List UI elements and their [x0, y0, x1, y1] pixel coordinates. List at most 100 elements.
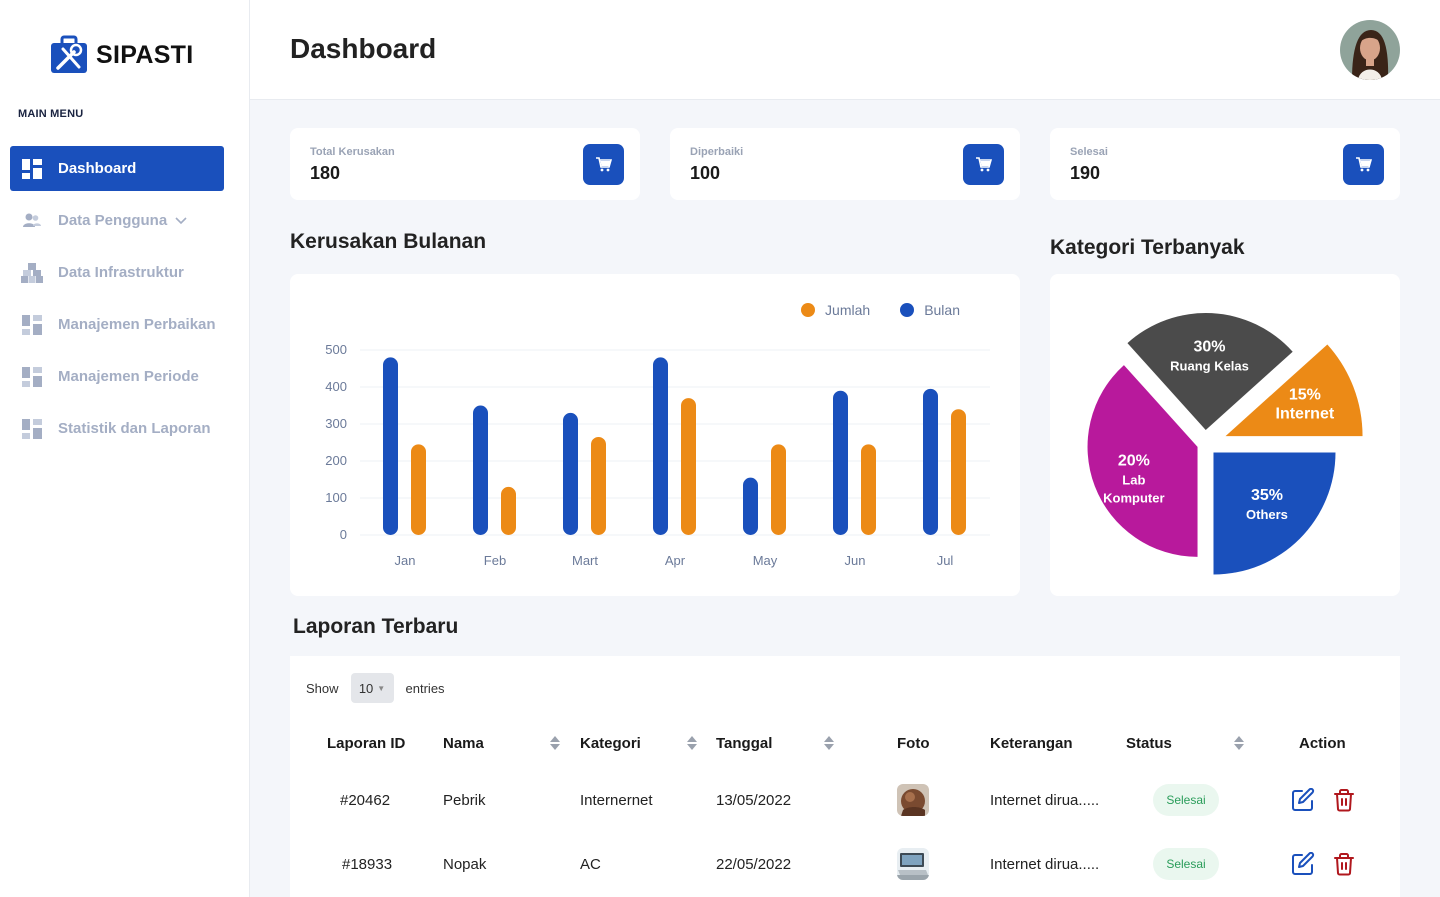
stat-card-selesai: Selesai 190	[1050, 128, 1400, 200]
chevron-down-icon[interactable]	[175, 216, 187, 225]
x-tick-label: May	[753, 553, 778, 568]
reports-title: Laporan Terbaru	[293, 615, 459, 638]
monthly-chart-title: Kerusakan Bulanan	[290, 230, 487, 253]
edit-icon[interactable]	[1291, 788, 1315, 812]
delete-icon[interactable]	[1332, 852, 1356, 876]
app-name: SIPASTI	[96, 40, 194, 69]
photo-thumbnail[interactable]	[897, 848, 929, 880]
x-tick-label: Jan	[395, 553, 416, 568]
bar-jumlah	[951, 409, 966, 535]
stat-label: Diperbaiki	[690, 146, 744, 158]
caret-down-icon: ▼	[377, 683, 386, 693]
sidebar-item-label: Data Pengguna	[58, 212, 168, 229]
dashboard-icon	[21, 158, 43, 180]
category-chart-title: Kategori Terbanyak	[1050, 236, 1245, 259]
status-badge: Selesai	[1153, 848, 1219, 880]
bar-bulan	[473, 405, 488, 535]
bar-bulan	[653, 357, 668, 535]
bar-jumlah	[861, 444, 876, 535]
stat-label: Total Kerusakan	[310, 146, 395, 158]
sidebar-item-statistik-laporan[interactable]: Statistik dan Laporan	[10, 406, 224, 451]
cart-button[interactable]	[583, 144, 624, 185]
pie-slice-lab-komputer	[1087, 365, 1198, 557]
sidebar-item-label: Data Infrastruktur	[58, 264, 184, 281]
sidebar-item-data-pengguna[interactable]: Data Pengguna	[10, 198, 224, 243]
bar-jumlah	[411, 444, 426, 535]
column-header-tanggal[interactable]: Tanggal	[716, 735, 773, 752]
column-header-status[interactable]: Status	[1126, 735, 1172, 752]
column-header-action: Action	[1299, 735, 1346, 752]
y-tick-label: 300	[325, 416, 347, 431]
legend-swatch	[900, 303, 915, 317]
sidebar-item-manajemen-periode[interactable]: Manajemen Periode	[10, 354, 224, 399]
legend-label: Bulan	[924, 302, 960, 318]
x-tick-label: Feb	[484, 553, 506, 568]
column-header-nama[interactable]: Nama	[443, 735, 484, 752]
sidebar-item-dashboard[interactable]: Dashboard	[10, 146, 224, 191]
legend-item-jumlah[interactable]: Jumlah	[801, 302, 870, 318]
pie-category-label: Others	[1246, 507, 1288, 522]
stat-value: 180	[310, 163, 341, 183]
y-tick-label: 100	[325, 490, 347, 505]
show-label: Show	[306, 680, 339, 696]
sidebar-item-label: Manajemen Perbaikan	[58, 316, 216, 333]
sort-icon[interactable]	[1234, 736, 1244, 750]
toolbox-logo-icon	[51, 35, 87, 73]
cell-laporan-id: #18933	[342, 856, 393, 873]
column-header-laporan-id[interactable]: Laporan ID	[327, 735, 406, 752]
pie-percent-label: 35%	[1251, 487, 1283, 504]
avatar[interactable]	[1340, 20, 1400, 80]
app-logo[interactable]: SIPASTI	[49, 35, 194, 75]
monthly-chart-card: Jumlah Bulan 0 100 200 300 400 500 Jan Feb Mart A…	[290, 274, 1020, 596]
cart-icon	[1355, 157, 1372, 172]
cell-kategori: Internernet	[580, 792, 653, 809]
sort-icon[interactable]	[824, 736, 834, 750]
cart-button[interactable]	[963, 144, 1004, 185]
sort-icon[interactable]	[550, 736, 560, 750]
delete-icon[interactable]	[1332, 788, 1356, 812]
status-badge: Selesai	[1153, 784, 1219, 816]
legend-label: Jumlah	[825, 302, 871, 318]
sidebar-item-label: Dashboard	[58, 160, 137, 177]
cell-nama: Nopak	[443, 856, 487, 873]
column-header-kategori[interactable]: Kategori	[580, 735, 641, 752]
cell-nama: Pebrik	[443, 792, 486, 809]
pie-slice-internet	[1225, 344, 1363, 437]
stat-card-diperbaiki: Diperbaiki 100	[670, 128, 1020, 200]
photo-thumbnail[interactable]	[897, 784, 929, 816]
x-tick-label: Mart	[572, 553, 598, 568]
pie-category-label: Internet	[1276, 406, 1335, 423]
column-header-foto: Foto	[897, 735, 930, 752]
entries-control: Show 10 ▼ entries	[306, 673, 445, 703]
y-tick-label: 0	[340, 527, 347, 542]
legend-item-bulan[interactable]: Bulan	[900, 302, 960, 318]
cell-tanggal: 13/05/2022	[716, 792, 792, 809]
sidebar-item-manajemen-perbaikan[interactable]: Manajemen Perbaikan	[10, 302, 224, 347]
cell-laporan-id: #20462	[340, 792, 391, 809]
category-pie-chart: 30% Ruang Kelas 15% Internet 35% Others 20% Lab…	[1087, 313, 1363, 575]
sidebar-item-label: Statistik dan Laporan	[58, 420, 211, 437]
reports-table: Show 10 ▼ entries Laporan ID Nama Kategor…	[290, 656, 1400, 897]
bar-bulan	[743, 477, 758, 535]
entries-select-value: 10	[358, 680, 374, 696]
edit-icon[interactable]	[1291, 852, 1315, 876]
main-menu: Dashboard Data Pengguna Data Infrastrukt…	[10, 146, 224, 458]
bar-bulan	[923, 388, 938, 535]
cart-icon	[975, 157, 992, 172]
bar-jumlah	[681, 398, 696, 535]
stat-label: Selesai	[1070, 146, 1108, 158]
cart-button[interactable]	[1343, 144, 1384, 185]
pie-category-label: Lab	[1122, 472, 1145, 487]
y-tick-label: 500	[325, 342, 347, 357]
bar-jumlah	[591, 436, 606, 535]
bar-bulan	[833, 390, 848, 535]
x-tick-label: Jul	[937, 553, 954, 568]
stat-value: 100	[690, 163, 721, 183]
sort-icon[interactable]	[687, 736, 697, 750]
dashboard-icon	[21, 418, 43, 440]
x-tick-label: Apr	[665, 553, 686, 568]
y-tick-label: 200	[325, 453, 347, 468]
sidebar-item-data-infrastruktur[interactable]: Data Infrastruktur	[10, 250, 224, 295]
entries-select[interactable]: 10 ▼	[350, 673, 394, 703]
cart-icon	[595, 157, 612, 172]
